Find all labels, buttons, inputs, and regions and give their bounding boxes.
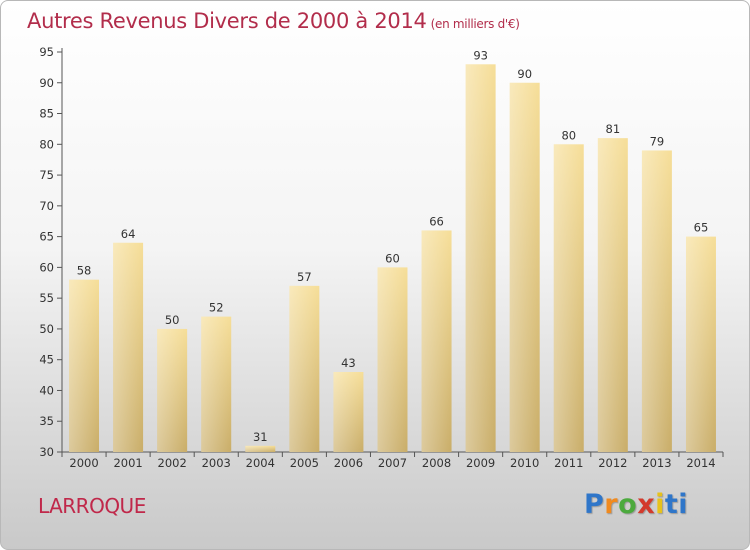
y-tick-label: 45 <box>39 353 54 367</box>
x-tick-label: 2005 <box>290 456 319 470</box>
bar-highlight <box>289 285 320 452</box>
logo-letter: ti <box>664 489 689 520</box>
logo-letter: P <box>584 489 605 520</box>
logo-letter: r <box>604 489 619 520</box>
chart-subtitle: (en milliers d'€) <box>430 17 520 31</box>
x-tick-label: 2007 <box>378 456 407 470</box>
bar-highlight <box>553 144 584 453</box>
y-tick-label: 50 <box>39 322 54 336</box>
data-label: 90 <box>517 67 532 81</box>
logo-letter: i <box>655 489 665 520</box>
x-tick-label: 2011 <box>554 456 583 470</box>
chart-title: Autres Revenus Divers de 2000 à 2014 (en … <box>27 9 520 33</box>
y-tick-label: 80 <box>39 137 54 151</box>
axes: 30 35 40 45 50 55 60 65 70 75 80 85 90 95 2000 2001 2002… <box>39 45 724 470</box>
y-tick-label: 70 <box>39 199 54 213</box>
data-label: 80 <box>561 128 576 142</box>
y-tick-label: 35 <box>39 414 54 428</box>
data-label: 60 <box>385 251 400 265</box>
y-tick-label: 85 <box>39 107 54 121</box>
data-label: 31 <box>253 430 268 444</box>
bar-highlight <box>465 64 496 453</box>
data-labels: 58 64 50 52 31 57 43 60 66 93 90 80 81 79 65 <box>77 48 709 444</box>
data-label: 58 <box>77 264 92 278</box>
bar-highlight <box>421 230 452 452</box>
data-label: 50 <box>165 313 180 327</box>
data-label: 66 <box>429 214 444 228</box>
bar-highlight <box>685 236 716 452</box>
x-tick-label: 2000 <box>69 456 98 470</box>
data-label: 43 <box>341 356 356 370</box>
bar-highlight <box>333 372 364 452</box>
bar-highlight <box>69 279 100 452</box>
data-label: 57 <box>297 270 312 284</box>
bar-highlight <box>201 316 232 452</box>
data-label: 65 <box>694 221 709 235</box>
y-tick-label: 90 <box>39 76 54 90</box>
y-tick-label: 30 <box>39 445 54 459</box>
bars <box>69 64 716 453</box>
x-tick-label: 2008 <box>422 456 451 470</box>
logo-letter: o <box>618 489 638 520</box>
x-tick-label: 2004 <box>246 456 275 470</box>
bar-highlight <box>641 150 672 452</box>
bar-highlight <box>509 82 540 453</box>
chart-title-main: Autres Revenus Divers de 2000 à 2014 <box>27 9 427 33</box>
proxiti-logo: Proxiti <box>584 489 688 520</box>
place-name: LARROQUE <box>38 494 146 518</box>
data-label: 81 <box>606 122 621 136</box>
y-tick-label: 55 <box>39 291 54 305</box>
x-tick-label: 2012 <box>598 456 627 470</box>
y-tick-label: 60 <box>39 260 54 274</box>
bar-highlight <box>157 328 188 452</box>
x-tick-label: 2003 <box>202 456 231 470</box>
data-label: 93 <box>473 48 488 62</box>
x-tick-label: 2010 <box>510 456 539 470</box>
bar-highlight <box>597 138 628 452</box>
data-label: 52 <box>209 301 224 315</box>
logo-letter: x <box>637 489 656 520</box>
bar-highlight <box>245 445 276 452</box>
x-tick-label: 2014 <box>686 456 715 470</box>
x-tick-label: 2002 <box>158 456 187 470</box>
bar-highlight <box>113 242 144 452</box>
bar-highlight <box>377 267 408 452</box>
data-label: 64 <box>121 227 136 241</box>
x-tick-label: 2006 <box>334 456 363 470</box>
x-tick-label: 2001 <box>113 456 142 470</box>
data-label: 79 <box>650 134 665 148</box>
y-tick-label: 65 <box>39 230 54 244</box>
y-tick-label: 40 <box>39 383 54 397</box>
x-tick-label: 2009 <box>466 456 495 470</box>
x-tick-label: 2013 <box>642 456 671 470</box>
y-tick-label: 95 <box>39 45 54 59</box>
y-tick-label: 75 <box>39 168 54 182</box>
